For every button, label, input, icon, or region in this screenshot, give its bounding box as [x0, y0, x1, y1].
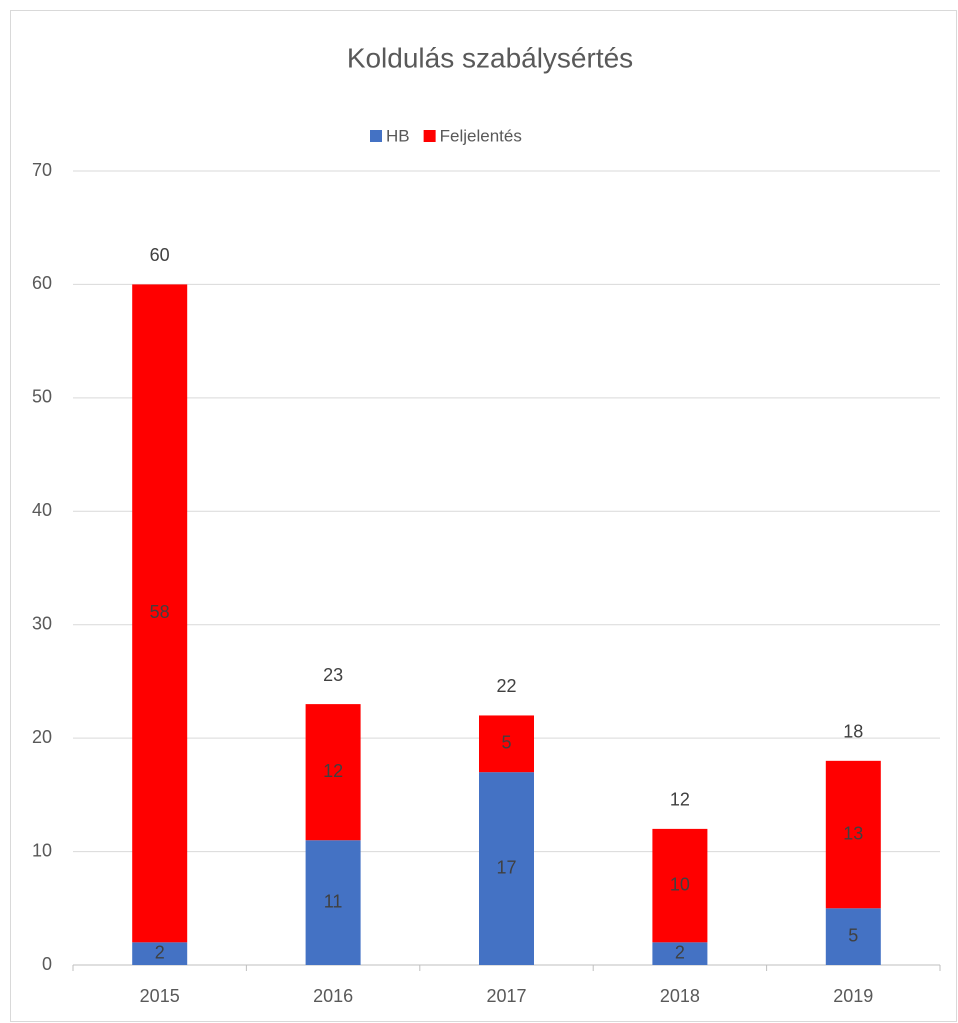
segment-label: 17: [496, 857, 516, 877]
x-tick-label: 2015: [140, 986, 180, 1006]
segment-label: 10: [670, 874, 690, 894]
bar-segment: [305, 704, 361, 841]
segment-label: 58: [150, 602, 170, 622]
segment-label: 5: [848, 925, 858, 945]
bar-segment: [479, 772, 534, 965]
bar-segment: [305, 840, 361, 965]
y-tick-label: 40: [32, 500, 52, 520]
bar-segment: [132, 284, 188, 943]
y-tick-label: 0: [42, 954, 52, 974]
y-tick-label: 20: [32, 727, 52, 747]
legend-swatch: [423, 130, 436, 142]
y-tick-label: 70: [32, 160, 52, 180]
segment-label: 5: [501, 733, 511, 753]
x-tick-label: 2019: [833, 986, 873, 1006]
legend-swatch: [370, 130, 382, 142]
segment-label: 11: [324, 891, 343, 911]
bar-segment: [652, 942, 708, 965]
y-tick-label: 60: [32, 273, 52, 293]
segment-label: 2: [675, 942, 685, 962]
x-tick-label: 2016: [313, 986, 353, 1006]
chart-title: Koldulás szabálysértés: [347, 42, 633, 73]
total-label: 22: [496, 676, 516, 696]
bar-segment: [825, 760, 881, 909]
total-label: 60: [150, 245, 170, 265]
total-label: 18: [843, 722, 863, 742]
segment-label: 2: [155, 942, 165, 962]
segment-label: 13: [843, 823, 863, 843]
x-tick-label: 2018: [660, 986, 700, 1006]
bar-segment: [652, 828, 708, 943]
segment-label: 12: [323, 761, 343, 781]
y-tick-label: 10: [32, 840, 52, 860]
total-label: 12: [670, 790, 690, 810]
y-tick-label: 50: [32, 387, 52, 407]
bar-segment: [825, 908, 881, 965]
legend-label: Feljelentés: [440, 126, 522, 145]
bar-segment: [479, 715, 534, 773]
y-tick-label: 30: [32, 613, 52, 633]
bar-segment: [132, 942, 188, 965]
total-label: 23: [323, 665, 343, 685]
legend-label: HB: [386, 126, 410, 145]
x-tick-label: 2017: [486, 986, 526, 1006]
